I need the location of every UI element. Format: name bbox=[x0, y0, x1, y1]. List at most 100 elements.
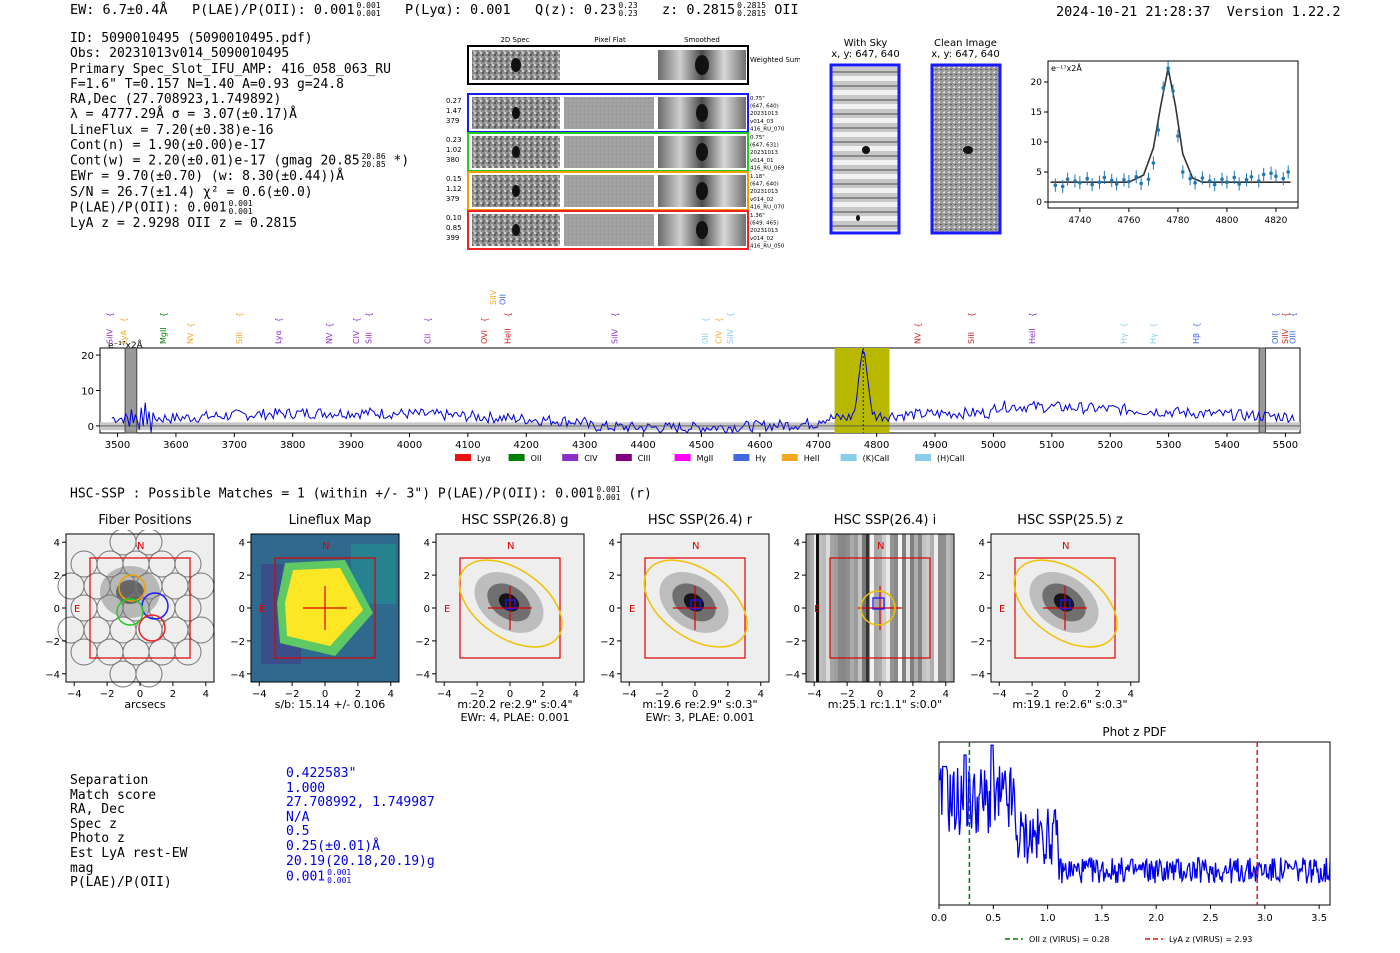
cutout-xtick-label: −4 bbox=[67, 689, 82, 700]
timestamp: 2024-10-21 21:28:37 bbox=[1056, 4, 1211, 20]
cutout-caption-2: EWr: 3, PLAE: 0.001 bbox=[645, 711, 755, 724]
info-id: ID: 5090010495 (5090010495.pdf) bbox=[70, 31, 313, 46]
cutout-xtick-label: −4 bbox=[437, 689, 452, 700]
fit-data-point bbox=[1109, 178, 1114, 183]
info-sn: S/N = 26.7(±1.4) χ² = 0.6(±0.0) bbox=[70, 184, 313, 200]
cutout-stripe bbox=[934, 534, 938, 682]
cutout-xtick-label: 0 bbox=[692, 689, 698, 700]
spec-line-label: SiII bbox=[967, 332, 976, 344]
cutout-fiber-highlight bbox=[116, 598, 144, 626]
spec-line-label: OIII bbox=[1271, 331, 1280, 344]
spec-legend-swatch bbox=[733, 454, 750, 461]
cutout-east-label: E bbox=[999, 604, 1005, 615]
cutout-ytick-label: 2 bbox=[609, 571, 615, 582]
spec-line-bracket: { bbox=[274, 317, 283, 322]
qz-value: Q(z): 0.23 bbox=[535, 2, 617, 18]
cutout-aperture bbox=[1013, 559, 1118, 648]
spec2d-row-right-label: 416_RU_069 bbox=[750, 165, 785, 171]
spec-legend-swatch bbox=[562, 454, 579, 461]
cutout-north-label: N bbox=[507, 541, 514, 552]
cutout-stripe bbox=[806, 534, 810, 682]
cutout-east-label: E bbox=[444, 604, 450, 615]
z-line: OII bbox=[774, 2, 799, 18]
spec2d-row-right-label: v014_03 bbox=[750, 119, 774, 125]
spec2d-row-smooth-source bbox=[696, 143, 708, 161]
cutout-xtick-label: −2 bbox=[470, 689, 485, 700]
match-value-lya-ew: 0.25(±0.01)Å bbox=[286, 838, 380, 854]
spec-line-label: NV bbox=[325, 332, 334, 344]
photz-xtick-label: 0.5 bbox=[985, 913, 1001, 924]
spec2d-row-flat bbox=[564, 175, 654, 207]
spec2d-row-right-label: 416_RU_050 bbox=[750, 243, 785, 249]
spec-line-label: MgII bbox=[159, 327, 168, 344]
fit-data-point bbox=[1207, 179, 1212, 183]
spec-xtick-label: 3500 bbox=[105, 440, 130, 451]
spec-mask bbox=[1258, 347, 1267, 434]
cutout-square bbox=[1014, 557, 1116, 659]
sky-panels bbox=[829, 63, 1002, 235]
cutout-aperture bbox=[643, 559, 748, 648]
spec2d-row-left-label: 0.10 bbox=[446, 214, 462, 222]
cutout-fiber-highlight bbox=[138, 614, 166, 642]
spec-xtick-label: 5200 bbox=[1097, 440, 1122, 451]
cutout-caption: s/b: 15.14 +/- 0.106 bbox=[274, 698, 386, 711]
spec-line-label: Hγ bbox=[1120, 333, 1129, 344]
cutout-source-box bbox=[872, 597, 885, 610]
cutout-galaxy-image: N E −4 −4 −2 −2 0 0 2 2 4 4 bbox=[970, 533, 1140, 700]
info-lineflux: LineFlux = 7.20(±0.38)e-16 bbox=[70, 122, 274, 138]
cutout-ytick-label: 0 bbox=[979, 604, 985, 615]
spec-axes bbox=[99, 347, 1301, 434]
spec-line-bracket: { bbox=[1120, 323, 1129, 328]
cutout-xtick-label: 2 bbox=[170, 689, 176, 700]
spec-line-bracket: { bbox=[105, 312, 114, 317]
spec-line-bracket: { bbox=[186, 323, 195, 328]
spec2d-row-right-label: (647, 640) bbox=[750, 104, 779, 110]
spec-legend-swatch bbox=[615, 454, 632, 461]
fit-ytick-label: 5 bbox=[1036, 168, 1042, 178]
cutout-title: Fiber Positions bbox=[98, 513, 192, 528]
spec2d-row-left-label: 1.12 bbox=[446, 185, 462, 193]
cutout-square bbox=[89, 557, 191, 659]
spec-legend-label: Lyα bbox=[477, 454, 491, 463]
cutout-xtick-label: 4 bbox=[943, 689, 949, 700]
fit-data-point bbox=[1146, 177, 1151, 181]
match-value-photoz: 0.5 bbox=[286, 824, 310, 840]
fit-data-point bbox=[1244, 178, 1249, 182]
spec-highlight bbox=[834, 348, 890, 433]
spec-xtick-label: 4200 bbox=[514, 440, 539, 451]
spec-line-label: SiIV bbox=[105, 328, 114, 344]
spec2d-row-right-label: (647, 640) bbox=[750, 182, 779, 188]
match-value-radec: 27.708992, 1.749987 bbox=[286, 795, 435, 811]
spec2d-row-right-label: v014_02 bbox=[750, 236, 774, 242]
cutout-ytick-label: 2 bbox=[794, 571, 800, 582]
cutout-ytick-label: −4 bbox=[970, 670, 985, 681]
cutout-xtick-label: −2 bbox=[1025, 689, 1040, 700]
spec-xtick-label: 4900 bbox=[922, 440, 947, 451]
cutout-xtick-label: −2 bbox=[655, 689, 670, 700]
spec-line-label: Hβ bbox=[1192, 333, 1201, 344]
fit-axes bbox=[1047, 60, 1299, 209]
spec-ytick-label: 20 bbox=[81, 351, 94, 362]
cutout-xtick-label: −2 bbox=[100, 689, 115, 700]
fit-data-point bbox=[1256, 179, 1261, 183]
cutout-stripe bbox=[818, 534, 822, 682]
fit-data-point bbox=[1181, 170, 1185, 174]
fit-data-point bbox=[1225, 180, 1229, 184]
spec-line-bracket: { bbox=[1281, 312, 1290, 317]
cutout-square bbox=[459, 557, 561, 659]
cutout-title: HSC SSP(26.8) g bbox=[461, 513, 569, 528]
with-sky-coords: x, y: 647, 640 bbox=[831, 49, 900, 60]
match-label-score: Match score bbox=[70, 787, 157, 803]
cutout-title: HSC SSP(26.4) i bbox=[833, 513, 937, 528]
spec2d-row-left-label: 379 bbox=[446, 117, 459, 125]
cutout-square bbox=[829, 557, 931, 659]
cutout-north-label: N bbox=[877, 541, 884, 552]
spec-line-label: SiII bbox=[365, 332, 374, 344]
fit-data-point bbox=[1232, 175, 1237, 180]
spec-line-bracket: { bbox=[504, 312, 513, 317]
spec2d-row-left-label: 0.23 bbox=[446, 136, 462, 144]
spec-xtick-label: 4100 bbox=[455, 440, 480, 451]
cutout-east-label: E bbox=[259, 604, 265, 615]
cutout-stripe bbox=[854, 534, 858, 682]
spec-xtick-label: 3700 bbox=[222, 440, 247, 451]
